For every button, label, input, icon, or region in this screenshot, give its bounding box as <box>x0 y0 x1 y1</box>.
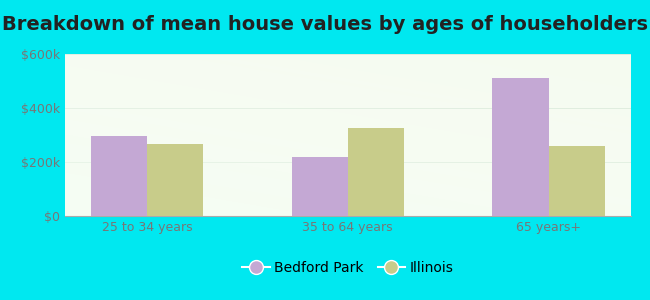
Bar <box>147 145 203 216</box>
Bar <box>348 128 404 216</box>
Bar <box>147 145 203 216</box>
Bar <box>549 146 605 216</box>
Text: Breakdown of mean house values by ages of householders: Breakdown of mean house values by ages o… <box>2 15 648 34</box>
Legend: Bedford Park, Illinois: Bedford Park, Illinois <box>237 255 459 280</box>
Bar <box>291 157 348 216</box>
Bar <box>91 136 147 216</box>
Bar <box>492 78 549 216</box>
Bar <box>492 78 549 216</box>
Bar <box>91 136 147 216</box>
Bar <box>291 157 348 216</box>
Bar <box>549 146 605 216</box>
Bar <box>348 128 404 216</box>
